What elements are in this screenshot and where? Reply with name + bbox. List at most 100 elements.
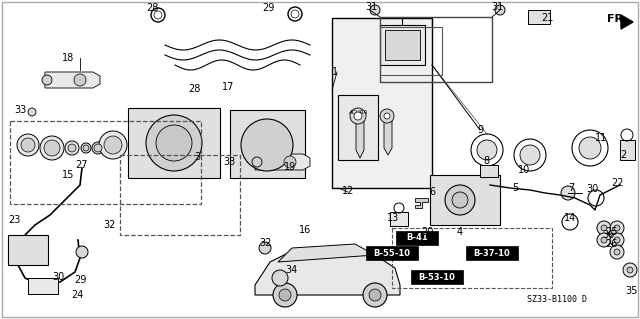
Text: 23: 23 [8, 215, 20, 225]
Text: 26: 26 [605, 239, 617, 249]
Text: 28: 28 [188, 84, 200, 94]
Bar [528, 10, 550, 24]
Bar [230, 110, 305, 178]
Circle shape [65, 141, 79, 155]
Bar [128, 108, 220, 178]
Text: 29: 29 [74, 275, 86, 285]
Text: 6: 6 [429, 187, 435, 197]
Bar [430, 175, 500, 225]
Text: B-53-10: B-53-10 [419, 272, 456, 281]
Text: 3: 3 [194, 152, 200, 162]
Circle shape [21, 138, 35, 152]
Circle shape [369, 289, 381, 301]
Bar [366, 246, 418, 260]
Text: 16: 16 [299, 225, 311, 235]
Circle shape [68, 144, 76, 152]
Text: 13: 13 [387, 213, 399, 223]
Text: 11: 11 [595, 133, 607, 143]
Text: 15: 15 [62, 170, 74, 180]
Circle shape [370, 5, 380, 15]
Text: 18: 18 [62, 53, 74, 63]
Polygon shape [255, 154, 310, 170]
Text: 33: 33 [14, 105, 26, 115]
Text: 22: 22 [611, 178, 623, 188]
Text: 7: 7 [568, 183, 574, 193]
Bar [8, 235, 48, 265]
Text: 31: 31 [491, 2, 503, 12]
Text: 36: 36 [602, 230, 614, 240]
Circle shape [92, 142, 104, 154]
Text: 29: 29 [262, 3, 274, 13]
Text: 35: 35 [625, 286, 637, 296]
Bar [411, 270, 463, 284]
Circle shape [363, 283, 387, 307]
Bar [120, 155, 240, 235]
Circle shape [623, 263, 637, 277]
Bar [396, 231, 438, 245]
Circle shape [279, 289, 291, 301]
Text: 32: 32 [259, 238, 271, 248]
Circle shape [259, 242, 271, 254]
Bar [380, 27, 442, 75]
Circle shape [452, 192, 468, 208]
Text: 34: 34 [285, 265, 297, 275]
Text: ACURA: ACURA [348, 109, 367, 115]
Bar [480, 165, 498, 177]
Text: 21: 21 [541, 13, 553, 23]
Circle shape [104, 136, 122, 154]
Polygon shape [621, 15, 633, 29]
Bar [620, 140, 635, 160]
Circle shape [273, 283, 297, 307]
Text: 28: 28 [146, 3, 158, 13]
Circle shape [354, 112, 362, 120]
Text: 30: 30 [52, 272, 64, 282]
Text: FR.: FR. [607, 14, 627, 24]
Bar [338, 95, 378, 160]
Text: 17: 17 [222, 82, 234, 92]
Circle shape [495, 5, 505, 15]
Circle shape [146, 115, 202, 171]
Bar [385, 30, 420, 60]
Circle shape [601, 237, 607, 243]
Circle shape [610, 233, 624, 247]
Polygon shape [278, 244, 375, 262]
Circle shape [579, 137, 601, 159]
Circle shape [252, 157, 262, 167]
Text: B-41: B-41 [406, 234, 428, 242]
Text: 12: 12 [342, 186, 354, 196]
Circle shape [614, 237, 620, 243]
Circle shape [40, 136, 64, 160]
Circle shape [272, 270, 288, 286]
Bar [10, 121, 201, 204]
Bar [28, 278, 58, 294]
Polygon shape [255, 248, 400, 295]
Circle shape [627, 267, 633, 273]
Circle shape [99, 131, 127, 159]
Text: 4: 4 [457, 227, 463, 237]
Bar [380, 17, 492, 82]
Text: B-37-10: B-37-10 [474, 249, 510, 257]
Circle shape [520, 145, 540, 165]
Text: 1: 1 [332, 67, 338, 77]
Text: 31: 31 [365, 2, 377, 12]
Text: 14: 14 [564, 213, 576, 223]
Circle shape [610, 245, 624, 259]
Circle shape [597, 221, 611, 235]
Circle shape [83, 145, 89, 151]
Text: 20: 20 [421, 227, 433, 237]
Text: SZ33-B1100 D: SZ33-B1100 D [527, 295, 587, 305]
Bar [392, 228, 552, 288]
Circle shape [477, 140, 497, 160]
Polygon shape [382, 120, 392, 155]
Text: 24: 24 [71, 290, 83, 300]
Circle shape [380, 109, 394, 123]
Circle shape [241, 119, 293, 171]
Text: 33: 33 [223, 157, 235, 167]
Circle shape [76, 246, 88, 258]
Circle shape [601, 225, 607, 231]
Circle shape [610, 221, 624, 235]
Circle shape [350, 108, 366, 124]
Circle shape [42, 75, 52, 85]
Circle shape [445, 185, 475, 215]
Circle shape [597, 233, 611, 247]
